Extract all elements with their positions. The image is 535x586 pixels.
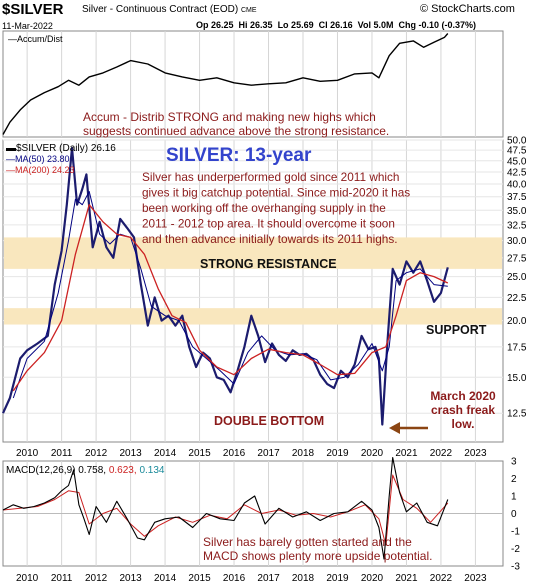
accum-dist-panel — [2, 30, 504, 138]
crash-arrow-head — [389, 422, 400, 434]
legend-accum-dist: —Accum/Dist — [8, 34, 63, 44]
macd-x-tick-2010: 2010 — [16, 573, 39, 584]
x-tick-2012: 2012 — [85, 448, 108, 459]
quote-date: 11-Mar-2022 — [2, 21, 53, 31]
annotation-crash-2: low. — [452, 417, 475, 431]
x-tick-2014: 2014 — [154, 448, 177, 459]
instrument-label: Silver - Continuous Contract (EOD) — [82, 4, 239, 15]
price-y-tick-25: 25.0 — [507, 272, 527, 283]
price-y-tick-15: 15.0 — [507, 373, 527, 384]
legend-macd: MACD(12,26,9) 0.758, 0.623, 0.134 — [6, 465, 165, 476]
price-y-tick-22-5: 22.5 — [507, 293, 527, 304]
price-y-tick-32-5: 32.5 — [507, 220, 527, 231]
price-y-tick-20: 20.0 — [507, 316, 527, 327]
open-value: Op 26.25 — [196, 20, 234, 30]
macd-x-tick-2017: 2017 — [257, 573, 280, 584]
price-y-tick-17-5: 17.5 — [507, 342, 527, 353]
legend-ma50: —MA(50) 23.80 — [6, 154, 70, 164]
zone-label-support: SUPPORT — [426, 323, 487, 337]
x-tick-2018: 2018 — [292, 448, 315, 459]
annotation-double-bottom: DOUBLE BOTTOM — [214, 414, 324, 428]
macd-annotation-1: MACD shows plenty more upside potential. — [203, 549, 432, 563]
macd-x-tick-2018: 2018 — [292, 573, 315, 584]
annotation-main: Silver has underperformed gold since 201… — [142, 170, 410, 246]
price-y-tick-30: 30.0 — [507, 236, 527, 247]
macd-x-tick-2016: 2016 — [223, 573, 246, 584]
stockcharts-brand: © StockCharts.com — [420, 3, 515, 15]
macd-y-tick-3: -3 — [511, 562, 520, 573]
x-tick-2016: 2016 — [223, 448, 246, 459]
macd-x-tick-2015: 2015 — [188, 573, 211, 584]
macd-y-tick-0: 0 — [511, 509, 517, 520]
macd-x-tick-2022: 2022 — [430, 573, 453, 584]
zone-support — [4, 308, 502, 325]
quote-summary: Op 26.25 Hi 26.35 Lo 25.69 Cl 26.16 Vol 5.0M… — [196, 20, 481, 30]
macd-y-tick-3: 3 — [511, 457, 517, 468]
price-y-tick-50: 50.0 — [507, 136, 527, 147]
exchange-label: CME — [240, 7, 257, 14]
macd-y-tick-1: -1 — [511, 527, 520, 538]
annotation-crash-0: March 2020 — [430, 389, 496, 403]
macd-line — [2, 456, 449, 560]
x-tick-2019: 2019 — [326, 448, 349, 459]
macd-x-tick-2021: 2021 — [395, 573, 418, 584]
legend-price: ▬$SILVER (Daily) 26.16 — [6, 143, 116, 154]
x-tick-2010: 2010 — [16, 448, 39, 459]
volume-value: Vol 5.0M — [357, 20, 394, 30]
macd-y-tick-2: 2 — [511, 474, 517, 485]
macd-x-tick-2014: 2014 — [154, 573, 177, 584]
macd-x-tick-2012: 2012 — [85, 573, 108, 584]
macd-x-tick-2020: 2020 — [361, 573, 384, 584]
x-tick-2023: 2023 — [464, 448, 487, 459]
accum-annotation-0: Accum - Distrib STRONG and making new hi… — [83, 110, 376, 124]
price-y-tick-27-5: 27.5 — [507, 253, 527, 264]
x-tick-2021: 2021 — [395, 448, 418, 459]
price-line — [1, 146, 449, 426]
x-tick-2013: 2013 — [119, 448, 142, 459]
legend-ma200: —MA(200) 24.23 — [6, 165, 75, 175]
ma50-line — [12, 191, 448, 399]
chart-title: SILVER: 13-year — [166, 145, 312, 166]
zone-label-resistance: STRONG RESISTANCE — [200, 257, 337, 271]
low-value: Lo 25.69 — [277, 20, 314, 30]
close-value: Cl 26.16 — [318, 20, 353, 30]
macd-y-tick-2: -2 — [511, 544, 520, 555]
annotation-crash-1: crash freak — [431, 403, 495, 417]
x-tick-2020: 2020 — [361, 448, 384, 459]
price-y-tick-45: 45.0 — [507, 156, 527, 167]
price-y-tick-47-5: 47.5 — [507, 146, 527, 157]
x-tick-2017: 2017 — [257, 448, 280, 459]
price-y-tick-12-5: 12.5 — [507, 409, 527, 420]
price-y-tick-42-5: 42.5 — [507, 168, 527, 179]
accum-dist-line — [2, 33, 449, 135]
price-y-tick-35: 35.0 — [507, 206, 527, 217]
macd-x-tick-2023: 2023 — [464, 573, 487, 584]
accum-annotation-1: suggests continued advance above the str… — [83, 124, 389, 138]
x-tick-2015: 2015 — [188, 448, 211, 459]
macd-x-tick-2019: 2019 — [326, 573, 349, 584]
high-value: Hi 26.35 — [238, 20, 273, 30]
symbol-title: $SILVER — [2, 1, 64, 18]
x-tick-2022: 2022 — [430, 448, 453, 459]
change-value: Chg -0.10 (-0.37%) — [398, 20, 476, 30]
instrument-name: Silver - Continuous Contract (EOD) CME — [82, 4, 257, 15]
macd-annotation-0: Silver has barely gotten started and the — [203, 535, 412, 549]
macd-x-tick-2013: 2013 — [119, 573, 142, 584]
price-y-tick-37-5: 37.5 — [507, 192, 527, 203]
price-panel — [2, 139, 504, 443]
ma200-line — [12, 204, 449, 392]
macd-signal-line — [2, 474, 449, 546]
x-tick-2011: 2011 — [51, 448, 73, 459]
macd-y-tick-1: 1 — [511, 492, 517, 503]
price-y-tick-40: 40.0 — [507, 179, 527, 190]
macd-x-tick-2011: 2011 — [51, 573, 73, 584]
